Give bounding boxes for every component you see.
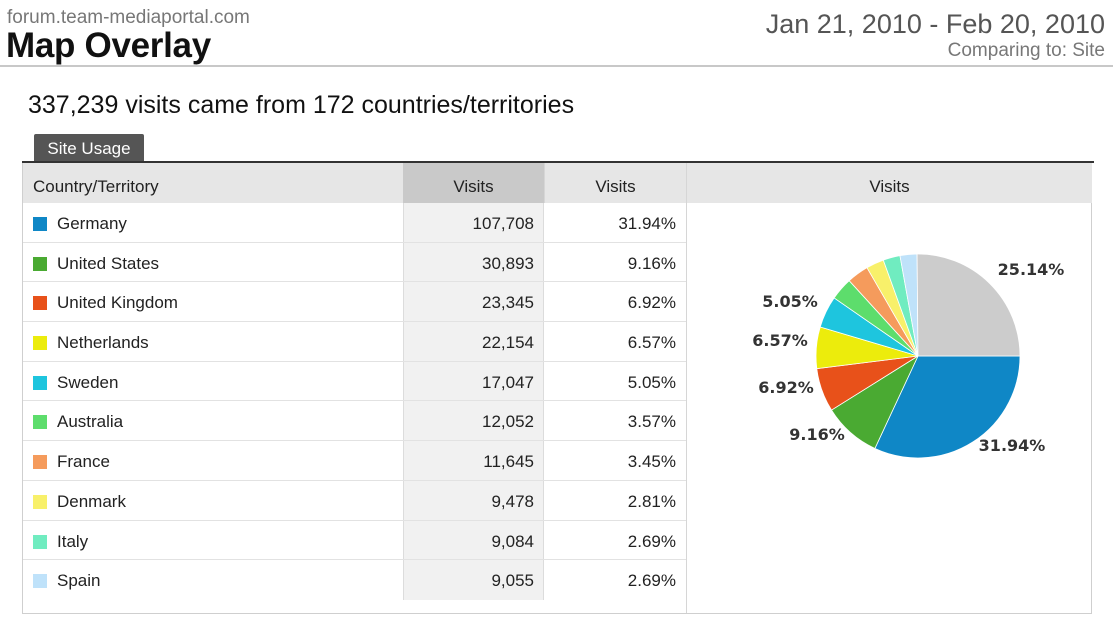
table-row: United Kingdom 23,345 6.92% — [23, 282, 686, 323]
visits-summary: 337,239 visits came from 172 countries/t… — [28, 91, 575, 119]
table-row: Italy 9,084 2.69% — [23, 520, 686, 561]
column-header-visits-chart: Visits — [686, 163, 1092, 203]
country-link[interactable]: Australia — [57, 412, 124, 432]
column-header-visits[interactable]: Visits — [403, 163, 544, 203]
tab-site-usage[interactable]: Site Usage — [34, 134, 144, 162]
visits-cell: 22,154 — [403, 322, 544, 361]
visits-percent-cell: 6.92% — [627, 293, 676, 313]
visits-cell: 12,052 — [403, 401, 544, 441]
country-link[interactable]: Italy — [57, 531, 89, 551]
legend-swatch — [33, 256, 47, 271]
visits-cell: 23,345 — [403, 282, 544, 322]
pie-data-label: 25.14% — [998, 260, 1065, 279]
legend-swatch — [33, 415, 47, 430]
table-row: Germany 107,708 31.94% — [23, 203, 686, 243]
table-body: Germany 107,708 31.94% United States 30,… — [23, 203, 686, 600]
pie-data-label: 9.16% — [789, 425, 845, 444]
visits-cell: 9,084 — [403, 520, 544, 560]
country-link[interactable]: France — [57, 452, 110, 472]
country-link[interactable]: Sweden — [57, 372, 119, 392]
visits-cell: 9,055 — [403, 560, 544, 600]
table-row: France 11,645 3.45% — [23, 441, 686, 481]
legend-swatch — [33, 494, 47, 509]
legend-swatch — [33, 455, 47, 470]
pie-data-label: 6.92% — [758, 378, 814, 397]
visits-percent-cell: 2.69% — [627, 531, 676, 551]
page-title: Map Overlay — [6, 26, 211, 65]
visits-percent-cell: 3.45% — [627, 452, 676, 472]
pie-data-label: 6.57% — [752, 331, 808, 350]
visits-percent-cell: 3.57% — [627, 412, 676, 432]
visits-cell: 11,645 — [403, 441, 544, 480]
visits-percent-cell: 5.05% — [627, 372, 676, 392]
visits-cell: 30,893 — [403, 242, 544, 282]
legend-swatch — [33, 336, 47, 351]
country-link[interactable]: United States — [57, 253, 160, 273]
visits-percent-cell: 31.94% — [618, 214, 676, 233]
pie-chart-panel: 31.94% 9.16% 6.92% 6.57% 5.05% 25.14% — [686, 203, 1092, 613]
country-link[interactable]: Germany — [57, 214, 127, 233]
visits-percent-cell: 2.81% — [627, 491, 676, 511]
country-link[interactable]: Denmark — [57, 491, 126, 511]
legend-swatch — [33, 375, 47, 390]
table-row: Sweden 17,047 5.05% — [23, 361, 686, 402]
country-link[interactable]: Spain — [57, 571, 101, 591]
pie-data-label: 5.05% — [762, 292, 818, 311]
column-header-country[interactable]: Country/Territory — [23, 163, 403, 203]
table-row: Netherlands 22,154 6.57% — [23, 322, 686, 362]
country-link[interactable]: United Kingdom — [57, 293, 178, 313]
legend-swatch — [33, 574, 47, 589]
pie-data-label: 31.94% — [979, 436, 1046, 455]
pie-slice-other — [916, 253, 1021, 357]
country-link[interactable]: Netherlands — [57, 333, 149, 353]
visits-percent-cell: 9.16% — [627, 253, 676, 273]
legend-swatch — [33, 296, 47, 311]
comparing-to: Comparing to: Site — [947, 40, 1105, 61]
header-divider — [0, 65, 1113, 67]
pie-slice-germany — [874, 355, 1021, 459]
legend-swatch — [33, 534, 47, 549]
table-row: Spain 9,055 2.69% — [23, 560, 686, 600]
legend-swatch — [33, 217, 47, 231]
visits-percent-cell: 6.57% — [627, 333, 676, 353]
visits-cell: 107,708 — [403, 203, 544, 242]
visits-pie-chart: 31.94% 9.16% 6.92% 6.57% 5.05% 25.14% — [752, 253, 1065, 459]
visits-cell: 17,047 — [403, 361, 544, 401]
table-row: Denmark 9,478 2.81% — [23, 480, 686, 521]
tab-underline — [22, 161, 1094, 163]
date-range[interactable]: Jan 21, 2010 - Feb 20, 2010 — [765, 9, 1105, 39]
visits-cell: 9,478 — [403, 480, 544, 520]
table-row: Australia 12,052 3.57% — [23, 401, 686, 442]
column-header-visits-percent[interactable]: Visits — [544, 163, 686, 203]
site-domain: forum.team-mediaportal.com — [7, 7, 250, 28]
country-table: Country/Territory Visits Visits Visits G… — [22, 163, 1092, 614]
table-row: United States 30,893 9.16% — [23, 242, 686, 283]
visits-percent-cell: 2.69% — [627, 571, 676, 591]
